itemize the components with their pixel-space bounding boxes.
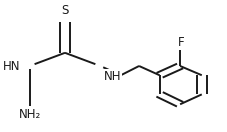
Text: HN: HN bbox=[3, 60, 20, 72]
Text: NH₂: NH₂ bbox=[18, 108, 41, 121]
Text: NH: NH bbox=[103, 70, 121, 83]
Text: S: S bbox=[61, 4, 68, 17]
Text: F: F bbox=[177, 36, 184, 49]
